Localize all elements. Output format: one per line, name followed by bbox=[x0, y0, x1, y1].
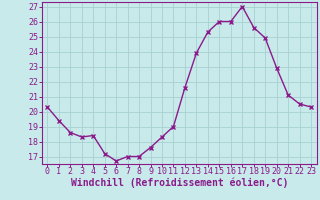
X-axis label: Windchill (Refroidissement éolien,°C): Windchill (Refroidissement éolien,°C) bbox=[70, 178, 288, 188]
